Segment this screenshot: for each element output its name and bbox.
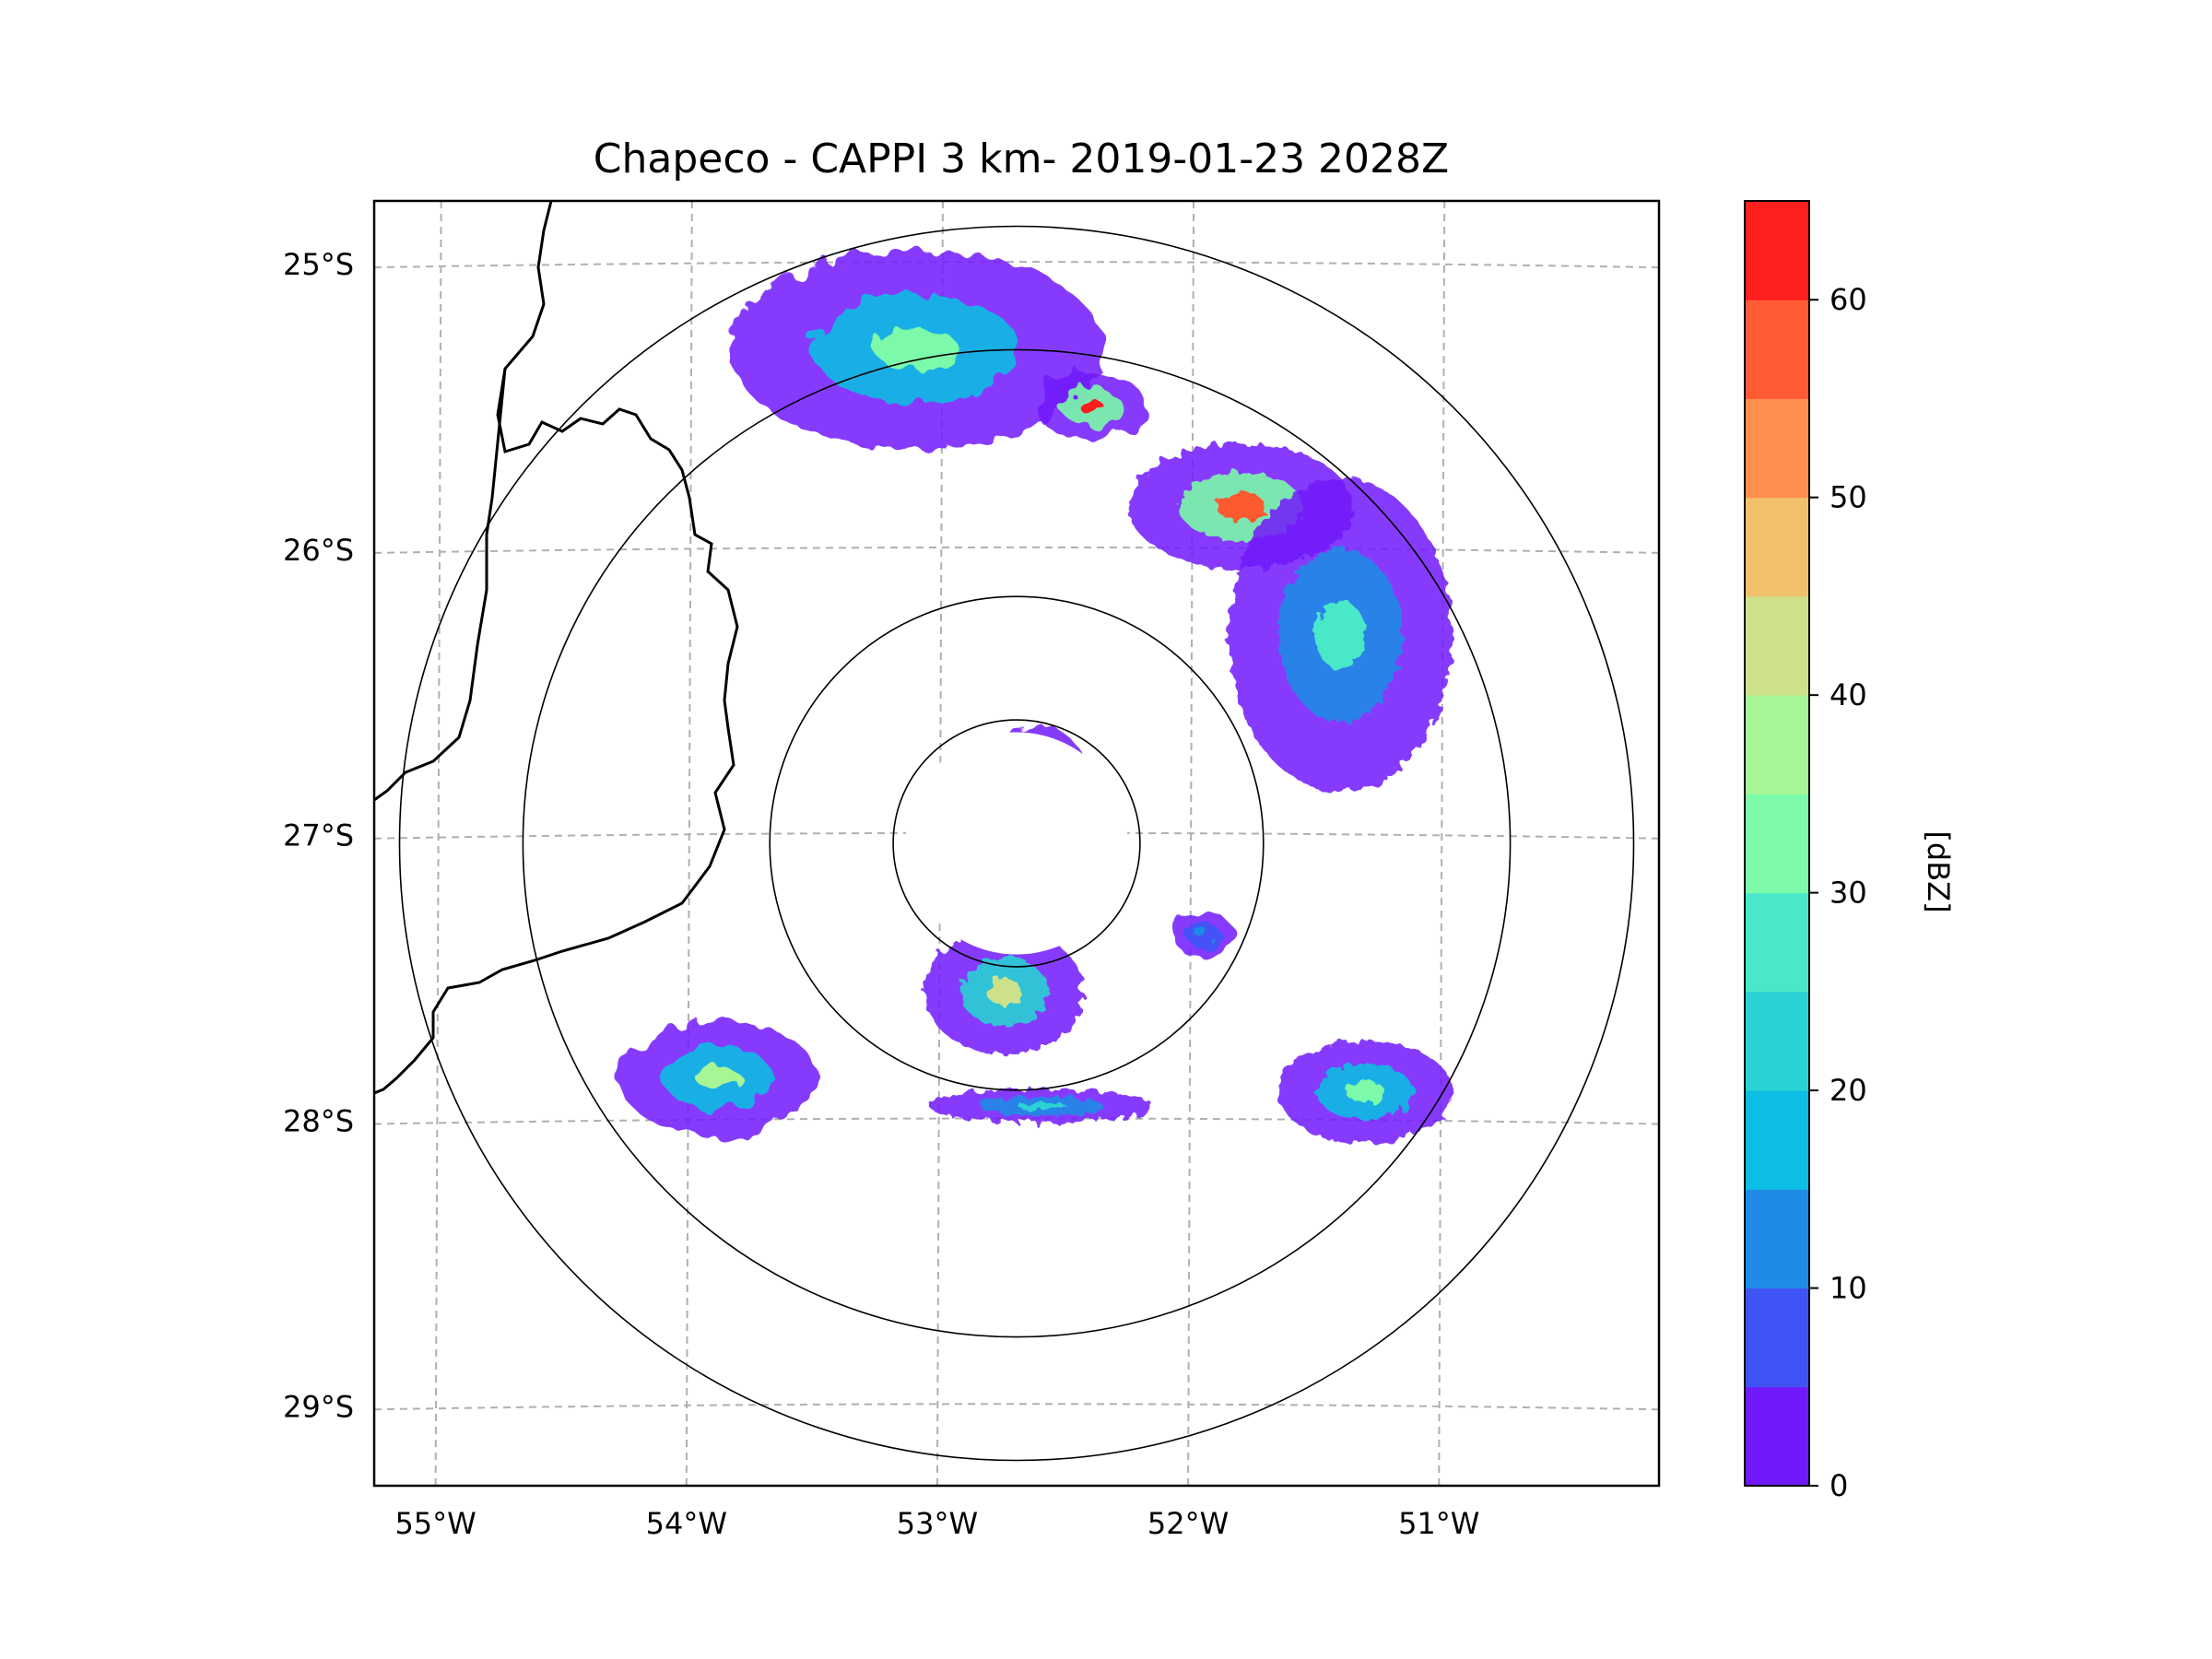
colorbar-tick-label: 20 [1830,1073,1867,1108]
colorbar-tick-label: 30 [1830,876,1867,911]
colorbar-tick-label: 50 [1830,480,1867,515]
colorbar-tick-label: 0 [1830,1468,1848,1503]
echo-core [1017,1101,1066,1111]
colorbar-frame [1744,200,1810,1487]
echo-core [696,1065,740,1090]
range-ring [522,348,1512,1338]
lon-tick-label: 52°W [1147,1506,1229,1541]
colorbar-segment [1745,595,1809,696]
echo-core [1078,398,1104,415]
echo-cluster [924,928,1084,1055]
echo-cluster [1173,912,1234,958]
reflectivity-field [618,249,1453,1144]
colorbar-segment [1745,892,1809,993]
echo-cluster [1277,1040,1453,1144]
lon-tick-label: 51°W [1398,1506,1479,1541]
colorbar-segment [1745,1386,1809,1487]
lon-tick-label: 54°W [646,1506,727,1541]
lat-tick-label: 25°S [283,247,354,282]
colorbar-label: [dBZ] [1921,830,1956,912]
echo-core [1346,1080,1385,1103]
range-rings [398,225,1635,1462]
lat-tick-label: 29°S [283,1389,354,1424]
colorbar: 0 10 20 30 40 50 60 [1744,200,1867,1503]
colorbar-segment [1745,794,1809,894]
echo-core [986,978,1022,1006]
lat-tick-label: 26°S [283,533,354,568]
colorbar-tick-label: 10 [1830,1271,1867,1306]
country-border [374,368,507,802]
range-ring [398,225,1635,1462]
colorbar-segment [1745,695,1809,794]
colorbar-segment [1745,300,1809,399]
radar-blind-zone [905,732,1128,955]
echo-cluster [929,1088,1154,1124]
lat-tick-label: 28°S [283,1103,354,1138]
map-plot-area [374,201,1659,1486]
latitude-ticks: 25°S 26°S 27°S 28°S 29°S [283,247,354,1424]
state-border [374,201,739,1095]
range-ring [769,595,1265,1091]
chart-title: Chapeco - CAPPI 3 km- 2019-01-23 2028Z [594,135,1449,182]
colorbar-segment [1745,991,1809,1091]
colorbar-segment [1745,1189,1809,1289]
echo-core [1216,492,1265,521]
colorbar-segment [1745,201,1809,300]
longitude-ticks: 55°W 54°W 53°W 52°W 51°W [394,1506,1479,1541]
plot-frame [372,199,1661,1488]
colorbar-tick-label: 40 [1830,677,1867,712]
range-ring [892,719,1141,968]
echo-cluster [730,249,1104,450]
lon-tick-label: 55°W [394,1506,476,1541]
echo-core [876,327,959,371]
colorbar-tick-label: 60 [1830,282,1867,317]
lon-tick-label: 53°W [897,1506,978,1541]
colorbar-segment [1745,1288,1809,1388]
lat-tick-label: 27°S [283,818,354,853]
colorbar-segment [1745,398,1809,499]
echo-core [1196,929,1210,940]
echo-core [1315,600,1365,670]
echo-cluster [1036,371,1147,441]
echo-cluster [1228,477,1453,793]
colorbar-segment [1745,1090,1809,1190]
colorbar-segment [1745,497,1809,597]
echo-cluster [618,1020,818,1135]
